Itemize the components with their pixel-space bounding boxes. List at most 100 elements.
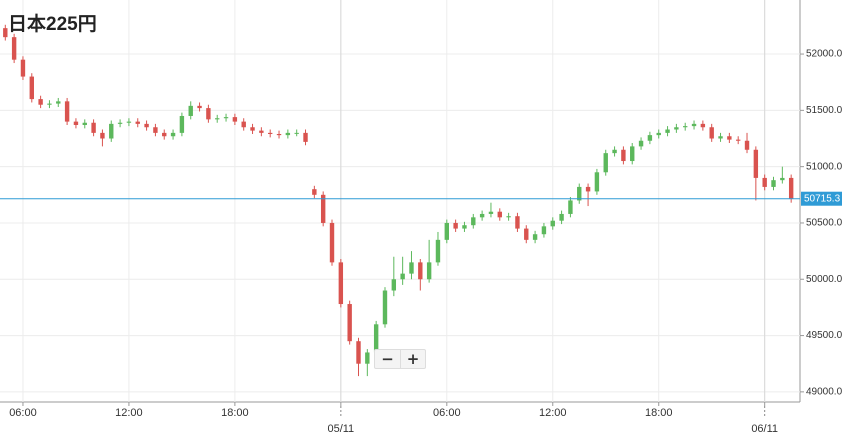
candle-body — [585, 186, 591, 192]
candle-body — [259, 130, 264, 133]
candle-body — [285, 132, 291, 136]
candle-body — [471, 217, 476, 226]
candle-body — [630, 146, 635, 162]
candle-body — [38, 99, 43, 105]
candle-body — [753, 149, 759, 178]
candle-body — [338, 262, 344, 305]
candle-body — [524, 228, 529, 240]
candle-body — [126, 121, 132, 123]
zoom-out-button[interactable]: − — [375, 350, 400, 368]
candle-body — [329, 222, 335, 263]
candle-body — [418, 262, 423, 280]
x-tick-label: 18:00 — [645, 407, 673, 419]
candle-body — [47, 103, 52, 105]
candle-body — [73, 121, 79, 125]
candle-body — [382, 290, 388, 325]
candle-body — [188, 105, 193, 116]
candle-body — [727, 136, 732, 140]
candle-body — [82, 122, 87, 125]
candle-body — [356, 341, 361, 364]
x-tick-label: 18:00 — [221, 407, 249, 419]
zoom-in-button[interactable]: + — [400, 350, 425, 368]
x-tick-label: 06/11 — [751, 423, 778, 435]
candle-body — [762, 177, 767, 187]
candle-body — [665, 129, 670, 133]
candle-body — [550, 220, 555, 227]
candle-body — [135, 121, 140, 124]
candle-body — [656, 132, 661, 136]
y-tick-label: 49500.0 — [806, 330, 842, 341]
candle-body — [303, 132, 308, 142]
candle-body — [100, 132, 105, 139]
candle-body — [320, 194, 326, 223]
candle-body — [91, 122, 96, 133]
candle-body — [312, 189, 317, 195]
last-price-label: 50715.3 — [804, 193, 841, 204]
candle-body — [559, 213, 564, 221]
candle-body — [20, 59, 26, 77]
candle-body — [453, 222, 458, 229]
x-tick-label: 12:00 — [539, 407, 567, 419]
candle-body — [347, 304, 352, 342]
candle-body — [612, 149, 617, 154]
candle-body — [691, 123, 697, 127]
candle-body — [391, 279, 397, 291]
x-tick-label: 05/11 — [327, 423, 354, 435]
last-price-box — [801, 191, 842, 206]
x-tick-label: 06:00 — [433, 407, 461, 419]
candle-body — [683, 126, 688, 128]
candle-body — [117, 122, 123, 124]
candle-body — [179, 115, 185, 133]
candle-body — [11, 37, 17, 60]
candle-body — [250, 127, 255, 131]
candle-body — [638, 140, 644, 147]
candle-body — [241, 121, 246, 128]
candle-body — [162, 132, 167, 137]
candle-body — [568, 200, 573, 214]
candle-body — [3, 28, 8, 38]
candle-body — [365, 352, 370, 364]
candle-body — [373, 324, 379, 353]
candle-body — [276, 134, 282, 136]
candle-body — [506, 216, 511, 218]
candle-body — [170, 132, 176, 137]
candle-body — [400, 273, 405, 280]
candle-body — [700, 123, 706, 128]
y-tick-label: 50500.0 — [806, 218, 842, 229]
candle-body — [709, 127, 714, 139]
candle-body — [735, 139, 741, 141]
y-tick-label: 49000.0 — [806, 387, 842, 398]
candle-body — [56, 101, 61, 104]
candle-body — [153, 127, 158, 133]
y-tick-label: 51000.0 — [806, 161, 842, 172]
candle-body — [603, 153, 608, 173]
candle-body — [744, 140, 750, 150]
candle-body — [215, 118, 220, 120]
candle-body — [771, 180, 776, 187]
candle-body — [479, 213, 485, 218]
candle-body — [426, 262, 432, 280]
x-tick-label: 06:00 — [9, 407, 37, 419]
candle-body — [577, 186, 582, 201]
candle-body — [788, 177, 794, 199]
candle-body — [462, 225, 467, 229]
candle-body — [109, 123, 114, 139]
candle-body — [718, 136, 723, 139]
candle-body — [144, 123, 149, 128]
candle-body — [409, 262, 414, 274]
y-tick-label: 52000.0 — [806, 49, 842, 60]
candle-body — [515, 216, 520, 229]
candle-body — [29, 76, 34, 100]
candle-body — [64, 101, 70, 122]
y-tick-label: 50000.0 — [806, 274, 842, 285]
candle-body — [488, 211, 494, 214]
candle-body — [435, 239, 441, 263]
candle-body — [541, 226, 547, 235]
candle-body — [223, 117, 229, 119]
candle-body — [232, 117, 238, 122]
candle-body — [594, 172, 600, 192]
candle-body — [674, 127, 679, 130]
candle-body — [294, 132, 299, 134]
